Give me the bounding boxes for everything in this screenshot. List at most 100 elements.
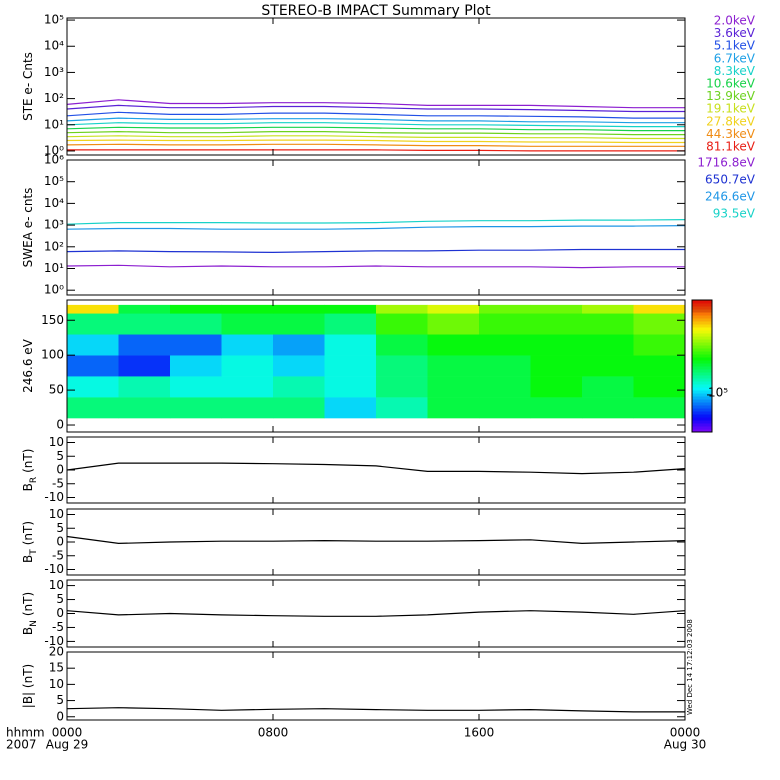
y-tick-label: 0 <box>56 709 64 723</box>
colorbar-segment <box>692 330 712 334</box>
heatmap-cell <box>221 313 274 335</box>
colorbar-segment <box>692 378 712 382</box>
y-tick-label: -5 <box>52 548 64 562</box>
heatmap-cell <box>170 397 222 419</box>
legend-entry: 3.6keV <box>714 26 756 40</box>
colorbar-segment <box>692 321 712 325</box>
colorbar-segment <box>692 375 712 379</box>
data-line <box>66 117 685 124</box>
y-tick-label: 10 <box>49 677 64 691</box>
heatmap-cell <box>376 313 428 335</box>
data-line <box>67 149 685 152</box>
panel-frame <box>66 159 686 296</box>
colorbar-frame <box>691 299 713 433</box>
heatmap-cell <box>324 334 377 356</box>
colorbar-segment <box>692 333 712 337</box>
legend-entry: 81.1keV <box>706 140 756 154</box>
colorbar-segment <box>692 384 712 388</box>
data-line <box>66 99 685 109</box>
y-tick-label: 5 <box>56 693 64 707</box>
heatmap-cell <box>530 304 583 314</box>
y-axis-label: BR (nT) <box>21 449 39 492</box>
heatmap-cell <box>530 334 583 356</box>
heatmap-cell <box>530 397 583 419</box>
colorbar-segment <box>692 318 712 322</box>
panel-frame <box>66 17 686 156</box>
y-axis-label: 246.6 eV <box>21 338 35 393</box>
heatmap-cell <box>427 334 480 356</box>
colorbar-segment <box>692 327 712 331</box>
heatmap-cell <box>582 397 634 419</box>
heatmap-cell <box>221 355 274 377</box>
y-tick-label: 10⁵ <box>44 174 64 188</box>
legend-entry: 650.7eV <box>705 173 756 187</box>
heatmap-cell <box>273 397 325 419</box>
title: STEREO-B IMPACT Summary Plot <box>261 3 491 19</box>
colorbar-segment <box>692 315 712 319</box>
colorbar-segment <box>692 387 712 391</box>
y-tick-label: -10 <box>44 634 64 648</box>
colorbar-segment <box>692 336 712 340</box>
heatmap-cell <box>582 304 634 314</box>
colorbar-segment <box>692 393 712 397</box>
legend-entry: 44.3keV <box>706 127 756 141</box>
y-tick-label: 5 <box>56 449 64 463</box>
y-tick-label: -10 <box>44 490 64 504</box>
heatmap-cell <box>427 313 480 335</box>
colorbar-segment <box>692 312 712 316</box>
legend-entry: 27.8keV <box>706 114 756 128</box>
heatmap-cell <box>324 313 377 335</box>
heatmap-cell <box>479 355 531 377</box>
y-axis-label-text: |B| (nT) <box>21 664 35 708</box>
x-tick-label: 0800 <box>258 726 289 740</box>
colorbar-segment <box>692 300 712 304</box>
colorbar-segment <box>692 354 712 358</box>
y-tick-label: 10⁶ <box>44 153 64 167</box>
panel-frame <box>66 651 686 721</box>
y-tick-label: 10 <box>49 507 64 521</box>
timestamp: Wed Dec 14 17:12:03 2008 <box>686 619 694 715</box>
colorbar-segment <box>692 360 712 364</box>
y-tick-label: 5 <box>56 592 64 606</box>
colorbar-segment <box>692 405 712 409</box>
heatmap-cell <box>273 355 325 377</box>
y-axis-label-sub: N <box>29 620 39 627</box>
y-tick-label: 10⁰ <box>44 283 64 297</box>
y-tick-label: 10⁰ <box>44 143 64 157</box>
heatmap-cell <box>530 313 583 335</box>
data-line <box>66 225 686 230</box>
x-tick-label: 0000 <box>52 726 83 740</box>
data-line <box>66 707 685 713</box>
heatmap-cell <box>170 376 222 398</box>
heatmap-cell <box>479 397 531 419</box>
heatmap-cell <box>376 355 428 377</box>
heatmap-cell <box>221 376 274 398</box>
heatmap-cell <box>170 313 222 335</box>
y-axis-label-text: SWEA e- cnts <box>21 188 35 268</box>
y-tick-label: 50 <box>49 383 64 397</box>
y-axis-label: BN (nT) <box>21 592 39 635</box>
y-tick-label: 5 <box>56 521 64 535</box>
y-axis-label-unit: (nT) <box>21 521 35 545</box>
y-tick-label: 10 <box>49 435 64 449</box>
colorbar-segment <box>692 381 712 385</box>
colorbar-segment <box>692 324 712 328</box>
colorbar-segment <box>692 309 712 313</box>
heatmap-cell <box>376 304 428 314</box>
heatmap-cell <box>427 355 480 377</box>
y-axis-label-text: B <box>21 627 35 635</box>
y-axis-label: STE e- Cnts <box>21 52 35 121</box>
y-axis-label: |B| (nT) <box>21 664 35 708</box>
panel-frame <box>66 299 686 433</box>
heatmap-cell <box>67 397 119 419</box>
heatmap-cell <box>376 334 428 356</box>
heatmap-cell <box>427 304 480 314</box>
y-axis-label: BT (nT) <box>21 521 39 563</box>
heatmap-cell <box>376 397 428 419</box>
heatmap-cell <box>427 376 480 398</box>
heatmap-cell <box>170 355 222 377</box>
colorbar-segment <box>692 411 712 415</box>
heatmap-cell <box>221 334 274 356</box>
heatmap-cell <box>479 334 531 356</box>
data-line <box>66 143 685 147</box>
